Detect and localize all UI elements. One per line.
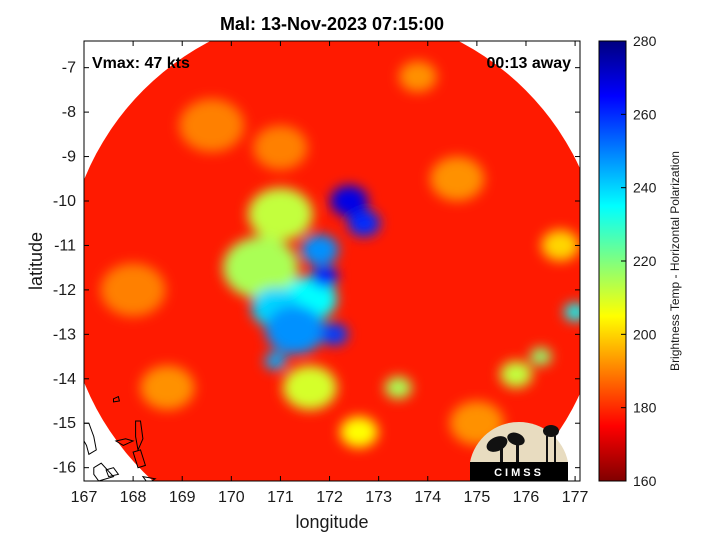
brightness-feature bbox=[347, 209, 381, 237]
x-tick-label: 173 bbox=[365, 489, 392, 506]
island-outline bbox=[135, 420, 144, 452]
island-outline bbox=[105, 467, 120, 478]
y-tick-label: -8 bbox=[62, 104, 76, 121]
x-tick-label: 167 bbox=[71, 489, 98, 506]
brightness-feature bbox=[564, 303, 580, 321]
colorbar: 160 180 200 220 240 260 280 Brightness Temp - … bbox=[598, 33, 682, 489]
satellite-dish-icon bbox=[507, 432, 525, 446]
y-tick-label: -11 bbox=[54, 237, 76, 254]
y-tick-label: -16 bbox=[53, 460, 76, 477]
brightness-temperature-swath bbox=[84, 41, 580, 481]
x-tick-label: 175 bbox=[464, 489, 491, 506]
vmax-annotation: Vmax: 47 kts bbox=[92, 55, 190, 72]
brightness-feature bbox=[499, 361, 533, 388]
brightness-feature bbox=[300, 234, 339, 266]
y-axis-label: latitude bbox=[26, 232, 46, 290]
x-axis-ticks: 167 168 169 170 171 172 173 174 175 176 177 bbox=[71, 41, 589, 506]
cimss-logo: CIMSS bbox=[470, 421, 568, 481]
island-outline bbox=[113, 395, 121, 403]
brightness-feature bbox=[179, 98, 245, 152]
brightness-feature bbox=[430, 156, 485, 201]
island-outline bbox=[141, 475, 157, 481]
y-tick-label: -12 bbox=[53, 282, 76, 299]
y-tick-label: -15 bbox=[53, 415, 76, 432]
x-tick-label: 170 bbox=[218, 489, 245, 506]
brightness-feature bbox=[330, 185, 369, 217]
x-tick-label: 172 bbox=[316, 489, 343, 506]
y-tick-label: -13 bbox=[53, 326, 76, 343]
colorbar-ticks: 160 180 200 220 240 260 280 bbox=[621, 33, 657, 489]
brightness-feature bbox=[282, 365, 337, 410]
brightness-feature bbox=[320, 323, 348, 346]
y-tick-label: -7 bbox=[62, 60, 76, 77]
brightness-feature bbox=[311, 265, 339, 288]
chart-title: Mal: 13-Nov-2023 07:15:00 bbox=[220, 14, 444, 34]
x-tick-label: 171 bbox=[267, 489, 294, 506]
x-tick-label: 176 bbox=[513, 489, 540, 506]
brightness-feature bbox=[384, 376, 412, 399]
brightness-feature bbox=[222, 236, 299, 299]
y-tick-label: -9 bbox=[62, 149, 76, 166]
plot-area: 167 168 169 170 171 172 173 174 175 176 177 -7 -8 -9… bbox=[53, 40, 589, 506]
y-tick-label: -10 bbox=[53, 193, 76, 210]
island-outline bbox=[132, 449, 147, 469]
brightness-feature bbox=[248, 187, 313, 241]
brightness-feature bbox=[100, 263, 166, 317]
brightness-feature bbox=[340, 416, 378, 448]
logo-banner bbox=[470, 462, 568, 481]
colorbar-tick-label: 220 bbox=[633, 253, 657, 269]
island-outline bbox=[93, 462, 115, 481]
brightness-feature bbox=[140, 365, 195, 410]
colorbar-tick-label: 260 bbox=[633, 106, 657, 122]
island-outline bbox=[114, 438, 135, 446]
x-axis-label: longitude bbox=[295, 512, 368, 532]
time-away-annotation: 00:13 away bbox=[486, 55, 571, 72]
brightness-feature bbox=[529, 347, 552, 366]
plot-frame bbox=[83, 40, 581, 482]
brightness-feature bbox=[541, 229, 580, 261]
colorbar-tick-label: 200 bbox=[633, 326, 657, 342]
colorbar-tick-label: 240 bbox=[633, 180, 657, 196]
brightness-feature bbox=[264, 352, 287, 370]
y-tick-label: -14 bbox=[53, 371, 76, 388]
x-tick-label: 169 bbox=[169, 489, 196, 506]
brightness-feature bbox=[253, 125, 308, 170]
x-tick-label: 168 bbox=[120, 489, 147, 506]
brightness-feature bbox=[265, 305, 325, 355]
x-tick-label: 174 bbox=[414, 489, 441, 506]
y-axis-ticks: -7 -8 -9 -10 -11 -12 -13 -14 -15 -16 bbox=[53, 60, 580, 477]
colorbar-tick-label: 160 bbox=[633, 473, 657, 489]
colorbar-label: Brightness Temp - Horizontal Polarizatio… bbox=[668, 151, 682, 371]
colorbar-tick-label: 280 bbox=[633, 33, 657, 49]
logo-text: CIMSS bbox=[494, 467, 544, 479]
colorbar-tick-label: 180 bbox=[633, 400, 657, 416]
brightness-feature bbox=[399, 61, 437, 93]
x-tick-label: 177 bbox=[562, 489, 589, 506]
water-tower-icon bbox=[543, 425, 559, 437]
